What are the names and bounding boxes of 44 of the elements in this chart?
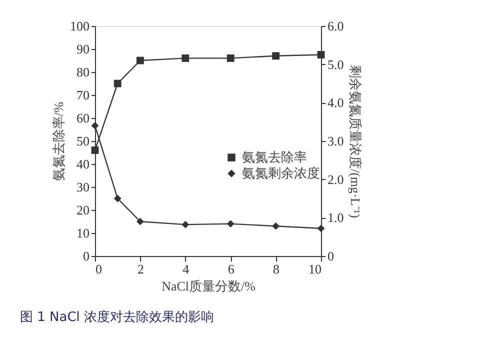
y-tick-label: 100 bbox=[70, 18, 90, 34]
y-tick-label: 90 bbox=[76, 42, 90, 56]
y2-tick-label: 3.0 bbox=[328, 134, 344, 148]
y-tick-label: 60 bbox=[76, 110, 90, 126]
y2-tick-label: 0 bbox=[328, 248, 334, 264]
y2-tick-label: 6.0 bbox=[328, 18, 344, 34]
y-tick-label: 80 bbox=[76, 64, 90, 80]
legend-label: 氨氮剩余浓度 bbox=[242, 166, 320, 180]
point bbox=[317, 224, 325, 232]
point bbox=[114, 80, 122, 88]
y-axis-title: 氨氮去除率/% bbox=[51, 102, 66, 182]
y-tick-label: 0 bbox=[83, 248, 90, 264]
point bbox=[272, 52, 280, 60]
point bbox=[317, 51, 325, 58]
y2-tick-label: 4.0 bbox=[328, 95, 344, 110]
y2-axis-title: 剩余氨氮质量浓度/(mg·L⁻¹) bbox=[348, 64, 363, 218]
y-tick-label: 70 bbox=[76, 88, 90, 102]
point bbox=[136, 56, 144, 64]
point bbox=[91, 146, 99, 154]
y2-tick-label: 1.0 bbox=[328, 210, 344, 226]
point bbox=[91, 122, 99, 130]
y2-tick-label: 5.0 bbox=[328, 56, 344, 72]
x-tick-label: 2 bbox=[137, 262, 144, 276]
point bbox=[182, 54, 190, 62]
point bbox=[182, 220, 190, 228]
x-tick-label: 8 bbox=[273, 262, 280, 276]
legend-label: 氨氮去除率 bbox=[242, 150, 307, 164]
y-tick-label: 40 bbox=[76, 156, 90, 172]
point bbox=[226, 54, 234, 62]
x-tick-label: 6 bbox=[228, 262, 235, 276]
x-tick-label: 0 bbox=[96, 262, 102, 276]
y2-tick-label: 2.0 bbox=[328, 172, 344, 187]
x-tick-label: 10 bbox=[308, 262, 322, 276]
x-tick-label: 4 bbox=[182, 262, 190, 276]
y-tick-label: 10 bbox=[76, 226, 90, 240]
y-tick-label: 20 bbox=[76, 202, 90, 218]
x-axis-title: NaCl质量分数/% bbox=[162, 278, 256, 294]
point bbox=[272, 222, 280, 230]
caption: 图 1 NaCl 浓度对去除效果的影响 bbox=[20, 309, 214, 325]
point bbox=[136, 218, 144, 226]
y-tick-label: 30 bbox=[76, 180, 90, 194]
y-tick-label: 50 bbox=[76, 134, 90, 148]
point bbox=[226, 220, 234, 228]
point bbox=[114, 194, 122, 202]
